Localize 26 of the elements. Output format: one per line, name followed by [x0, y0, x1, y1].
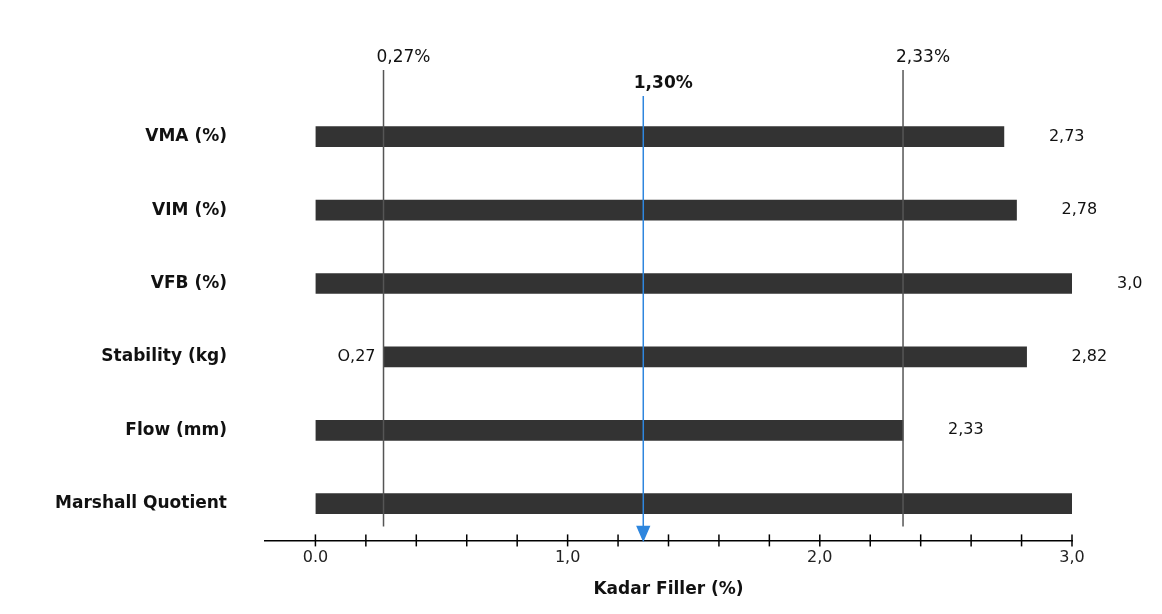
y-tick-label: Marshall Quotient — [55, 492, 227, 513]
bar — [315, 273, 1072, 294]
bar — [315, 199, 1017, 221]
bar — [315, 419, 904, 441]
data-label: 2,78 — [1061, 199, 1098, 219]
x-tick-label: 1,0 — [554, 547, 581, 567]
y-tick-label: VFB (%) — [150, 271, 227, 292]
x-axis-title: Kadar Filler (%) — [593, 578, 744, 599]
y-tick-label: VMA (%) — [145, 125, 227, 146]
ref-line-label: 1,30% — [633, 71, 693, 92]
x-tick-label: 3,0 — [1059, 547, 1085, 567]
data-label: 2,33 — [948, 419, 984, 439]
bar — [383, 346, 1027, 368]
x-tick-label: 0.0 — [302, 547, 329, 567]
bar — [315, 493, 1072, 515]
data-label: 2,73 — [1048, 125, 1085, 145]
bar — [315, 126, 1005, 148]
ref-line-label: 0,27% — [376, 45, 431, 66]
data-label: 3,0 — [1117, 272, 1143, 292]
ref-line-label: 2,33% — [896, 45, 951, 66]
y-tick-label: Stability (kg) — [101, 345, 227, 366]
y-tick-label: VIM (%) — [152, 198, 227, 219]
annotation: O,27 — [337, 346, 376, 366]
y-tick-label: Flow (mm) — [125, 418, 227, 439]
x-tick-label: 2,0 — [807, 547, 833, 567]
data-label: 2,82 — [1071, 346, 1108, 366]
